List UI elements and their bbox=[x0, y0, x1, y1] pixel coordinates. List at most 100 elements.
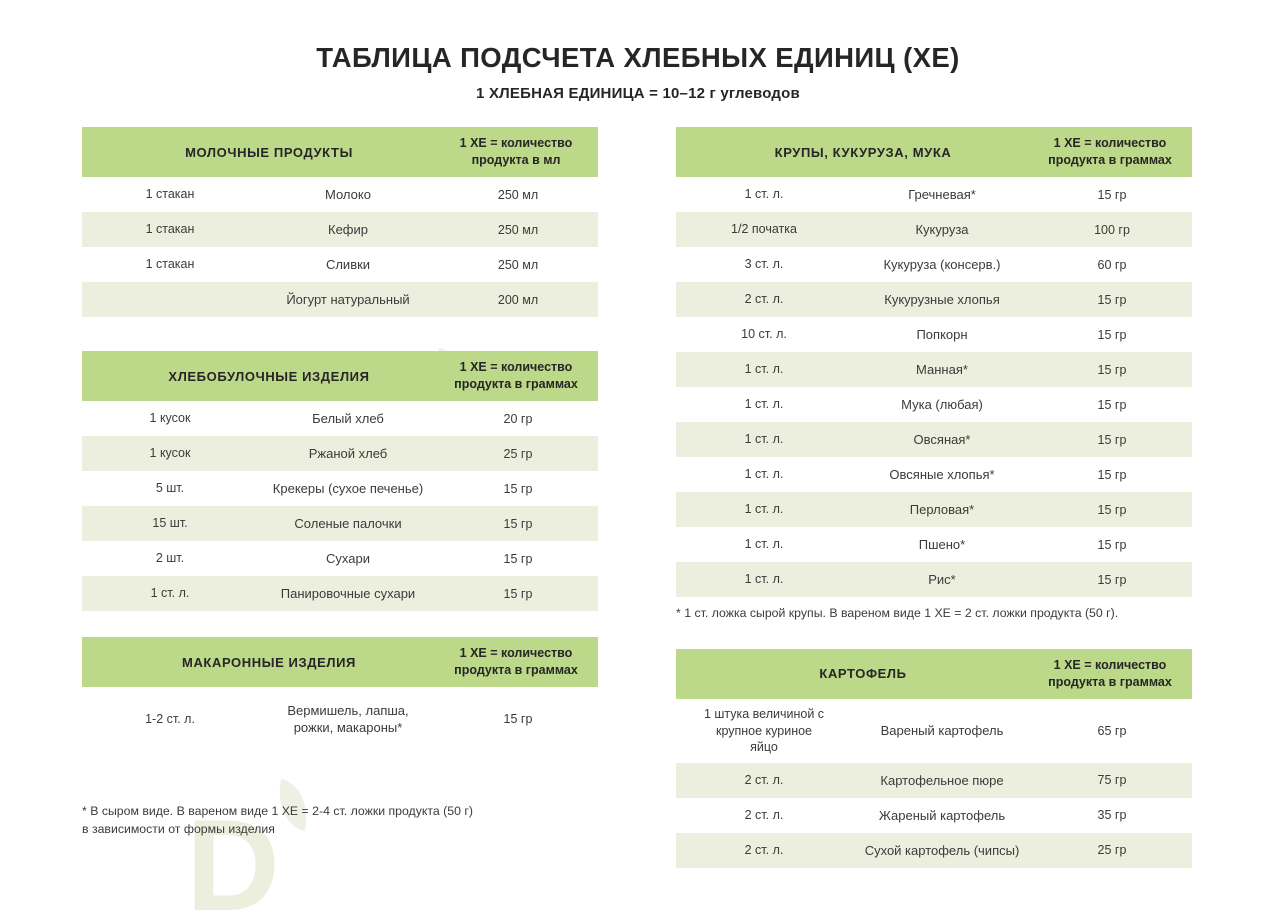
table-row: 2 ст. л. Кукурузные хлопья 15 гр bbox=[676, 282, 1192, 317]
cell-product: Попкорн bbox=[916, 326, 968, 342]
cell-amount: 100 гр bbox=[1094, 222, 1130, 237]
table-row: 2 шт. Сухари 15 гр bbox=[82, 541, 598, 576]
cell-product: Вермишель, лапша, рожки, макароны* bbox=[287, 702, 409, 735]
spacer bbox=[82, 317, 598, 351]
cell-amount: 60 гр bbox=[1097, 257, 1127, 272]
cell-portion: 1 ст. л. bbox=[744, 537, 784, 552]
table-row: 1 стакан Сливки 250 мл bbox=[82, 247, 598, 282]
table-row: 15 шт. Соленые палочки 15 гр bbox=[82, 506, 598, 541]
tables-container: МОЛОЧНЫЕ ПРОДУКТЫ 1 ХЕ = количество прод… bbox=[0, 102, 1276, 868]
cell-product: Мука (любая) bbox=[901, 396, 983, 412]
table-row: 1/2 початка Кукуруза 100 гр bbox=[676, 212, 1192, 247]
cell-portion: 1 ст. л. bbox=[744, 432, 784, 447]
cell-amount: 15 гр bbox=[1097, 397, 1127, 412]
cell-amount: 15 гр bbox=[503, 586, 533, 601]
cell-amount: 25 гр bbox=[1097, 843, 1127, 858]
cell-amount: 75 гр bbox=[1097, 773, 1127, 788]
table-bakery-title: ХЛЕБОБУЛОЧНЫЕ ИЗДЕЛИЯ bbox=[168, 368, 370, 384]
table-bakery-header: ХЛЕБОБУЛОЧНЫЕ ИЗДЕЛИЯ 1 ХЕ = количество … bbox=[82, 351, 598, 401]
cell-portion bbox=[82, 294, 258, 306]
cell-portion: 1 ст. л. bbox=[744, 187, 784, 202]
pasta-footnote: * В сыром виде. В вареном виде 1 ХЕ = 2-… bbox=[82, 804, 473, 836]
cell-portion: 1 кусок bbox=[149, 411, 191, 426]
table-row: 3 ст. л. Кукуруза (консерв.) 60 гр bbox=[676, 247, 1192, 282]
cell-product: Картофельное пюре bbox=[880, 772, 1004, 788]
table-potato-title: КАРТОФЕЛЬ bbox=[819, 666, 907, 682]
cell-product: Ржаной хлеб bbox=[308, 445, 388, 461]
table-row: 1 ст. л. Рис* 15 гр bbox=[676, 562, 1192, 597]
cell-portion: 2 ст. л. bbox=[744, 808, 784, 823]
table-row: 1 ст. л. Овсяные хлопья* 15 гр bbox=[676, 457, 1192, 492]
table-potato-header: КАРТОФЕЛЬ 1 ХЕ = количество продукта в г… bbox=[676, 648, 1192, 699]
table-row: 1 кусок Ржаной хлеб 25 гр bbox=[82, 436, 598, 471]
cell-portion: 10 ст. л. bbox=[741, 327, 787, 342]
left-column: МОЛОЧНЫЕ ПРОДУКТЫ 1 ХЕ = количество прод… bbox=[82, 127, 598, 868]
table-row: 1 ст. л. Гречневая* 15 гр bbox=[676, 177, 1192, 212]
table-pasta-unit-header: 1 ХЕ = количество продукта в граммах bbox=[454, 646, 578, 677]
table-row: 1 штука величиной с крупное куриное яйцо… bbox=[676, 698, 1192, 763]
cell-amount: 20 гр bbox=[503, 411, 533, 426]
cell-portion: 1 стакан bbox=[145, 222, 195, 237]
spacer bbox=[676, 623, 1192, 649]
page-subtitle: 1 ХЛЕБНАЯ ЕДИНИЦА = 10–12 г углеводов bbox=[476, 85, 800, 102]
cell-amount: 15 гр bbox=[1097, 572, 1127, 587]
table-potato: КАРТОФЕЛЬ 1 ХЕ = количество продукта в г… bbox=[676, 648, 1192, 868]
cell-portion: 1 ст. л. bbox=[744, 397, 784, 412]
table-row: 1 стакан Молоко 250 мл bbox=[82, 177, 598, 212]
table-dairy-header: МОЛОЧНЫЕ ПРОДУКТЫ 1 ХЕ = количество прод… bbox=[82, 127, 598, 177]
cell-portion: 1 ст. л. bbox=[744, 467, 784, 482]
table-cereals: КРУПЫ, КУКУРУЗА, МУКА 1 ХЕ = количество … bbox=[676, 127, 1192, 597]
table-row: 10 ст. л. Попкорн 15 гр bbox=[676, 317, 1192, 352]
cell-product: Вареный картофель bbox=[880, 723, 1004, 739]
cell-product: Кефир bbox=[328, 221, 368, 237]
cell-portion: 1 ст. л. bbox=[150, 586, 190, 601]
table-potato-unit-header: 1 ХЕ = количество продукта в граммах bbox=[1048, 657, 1172, 689]
cell-product: Белый хлеб bbox=[312, 410, 384, 426]
cell-amount: 15 гр bbox=[503, 712, 533, 726]
spacer bbox=[82, 611, 598, 637]
cell-portion: 15 шт. bbox=[152, 516, 188, 531]
cell-portion: 1 стакан bbox=[145, 257, 195, 272]
cell-amount: 15 гр bbox=[1097, 537, 1127, 552]
cell-amount: 250 мл bbox=[497, 222, 539, 237]
cereals-footnote: * 1 ст. ложка сырой крупы. В вареном вид… bbox=[676, 606, 1119, 620]
table-row: 1 ст. л. Мука (любая) 15 гр bbox=[676, 387, 1192, 422]
cell-portion: 1-2 ст. л. bbox=[145, 711, 195, 726]
cell-portion: 1 стакан bbox=[145, 187, 195, 202]
cell-amount: 15 гр bbox=[503, 551, 533, 566]
table-row: 1 стакан Кефир 250 мл bbox=[82, 212, 598, 247]
cell-product: Гречневая* bbox=[908, 186, 976, 202]
cell-portion: 1 ст. л. bbox=[744, 572, 784, 587]
cell-portion: 1 ст. л. bbox=[744, 502, 784, 517]
table-dairy-unit-header: 1 ХЕ = количество продукта в мл bbox=[459, 136, 573, 167]
table-row: 2 ст. л. Жареный картофель 35 гр bbox=[676, 797, 1192, 833]
cell-amount: 15 гр bbox=[503, 481, 533, 496]
right-column: КРУПЫ, КУКУРУЗА, МУКА 1 ХЕ = количество … bbox=[676, 127, 1192, 868]
table-row: 1 ст. л. Пшено* 15 гр bbox=[676, 527, 1192, 562]
table-dairy: МОЛОЧНЫЕ ПРОДУКТЫ 1 ХЕ = количество прод… bbox=[82, 127, 598, 317]
table-row: 1 ст. л. Овсяная* 15 гр bbox=[676, 422, 1192, 457]
cell-portion: 1 штука величиной с крупное куриное яйцо bbox=[703, 707, 825, 755]
table-pasta-title: МАКАРОННЫЕ ИЗДЕЛИЯ bbox=[182, 654, 356, 670]
cell-amount: 15 гр bbox=[1097, 432, 1127, 447]
table-cereals-header: КРУПЫ, КУКУРУЗА, МУКА 1 ХЕ = количество … bbox=[676, 127, 1192, 177]
cell-amount: 35 гр bbox=[1097, 808, 1127, 823]
cell-product: Кукуруза (консерв.) bbox=[883, 256, 1001, 272]
table-cereals-unit-header: 1 ХЕ = количество продукта в граммах bbox=[1048, 136, 1172, 167]
cell-product: Молоко bbox=[325, 186, 371, 202]
cell-amount: 200 мл bbox=[497, 292, 539, 307]
cell-portion: 2 ст. л. bbox=[744, 773, 784, 788]
cell-amount: 15 гр bbox=[1097, 502, 1127, 517]
table-cereals-title: КРУПЫ, КУКУРУЗА, МУКА bbox=[774, 144, 952, 160]
cell-portion: 2 ст. л. bbox=[744, 843, 784, 858]
cell-portion: 5 шт. bbox=[155, 481, 185, 496]
cell-product: Крекеры (сухое печенье) bbox=[272, 480, 424, 496]
table-row: 2 ст. л. Сухой картофель (чипсы) 25 гр bbox=[676, 832, 1192, 868]
table-row: 1 ст. л. Перловая* 15 гр bbox=[676, 492, 1192, 527]
cell-amount: 15 гр bbox=[1097, 187, 1127, 202]
table-pasta-header: МАКАРОННЫЕ ИЗДЕЛИЯ 1 ХЕ = количество про… bbox=[82, 637, 598, 687]
table-row: 1 ст. л. Панировочные сухари 15 гр bbox=[82, 576, 598, 611]
cell-product: Соленые палочки bbox=[294, 515, 402, 531]
cell-amount: 15 гр bbox=[1097, 467, 1127, 482]
